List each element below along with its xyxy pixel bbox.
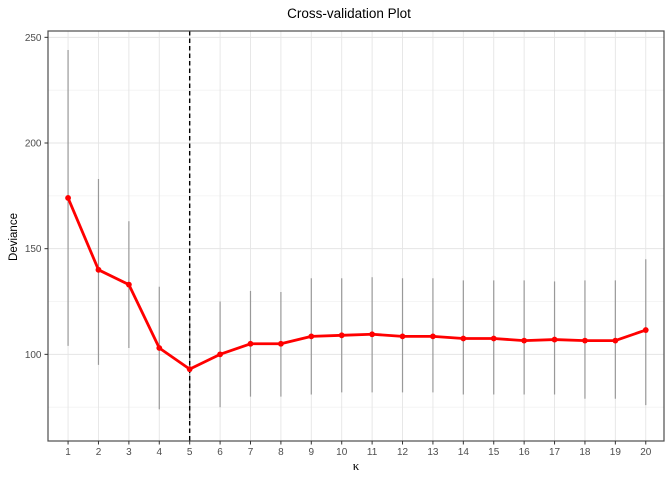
y-tick-label: 150	[25, 244, 42, 255]
x-tick-label: 9	[309, 447, 315, 458]
data-point	[278, 340, 284, 347]
x-tick-label: 15	[488, 447, 500, 458]
data-point	[369, 331, 376, 338]
data-point	[95, 266, 102, 273]
data-point	[430, 333, 436, 340]
y-tick-label: 100	[25, 350, 42, 361]
data-point	[490, 335, 497, 342]
x-tick-label: 20	[640, 447, 652, 458]
chart-title: Cross-validation Plot	[287, 6, 411, 21]
x-tick-label: 5	[187, 447, 193, 458]
x-tick-label: 6	[217, 447, 223, 458]
data-point	[186, 366, 193, 373]
x-tick-label: 4	[157, 447, 163, 458]
x-axis-label: κ	[352, 458, 360, 473]
x-tick-label: 11	[367, 447, 378, 458]
x-tick-label: 13	[427, 447, 439, 458]
data-point	[308, 333, 315, 340]
x-tick-label: 16	[519, 447, 531, 458]
data-point	[582, 337, 588, 344]
x-tick-label: 7	[248, 447, 254, 458]
data-point	[65, 195, 71, 201]
x-tick-label: 19	[610, 447, 622, 458]
x-tick-label: 10	[336, 447, 348, 458]
x-tick-label: 17	[549, 447, 561, 458]
data-point	[247, 340, 254, 347]
x-tick-label: 14	[458, 447, 470, 458]
data-point	[338, 332, 345, 339]
y-tick-label: 200	[25, 139, 42, 150]
deviance-line	[66, 196, 648, 371]
data-point	[399, 333, 406, 340]
x-tick-label: 12	[397, 447, 409, 458]
x-tick-label: 1	[65, 447, 71, 458]
data-point	[217, 351, 223, 358]
x-tick-label: 8	[278, 447, 284, 458]
x-tick-label: 18	[579, 447, 591, 458]
data-point	[612, 337, 619, 344]
data-point	[521, 337, 528, 344]
data-point	[551, 336, 558, 343]
y-tick-label: 250	[25, 33, 42, 44]
x-tick-label: 2	[96, 447, 102, 458]
panel-border	[47, 30, 665, 442]
panel-background	[48, 31, 664, 441]
data-point	[125, 281, 132, 288]
data-point	[156, 345, 163, 351]
data-point	[642, 327, 649, 333]
x-tick-label: 3	[126, 447, 132, 458]
data-point	[460, 335, 467, 342]
